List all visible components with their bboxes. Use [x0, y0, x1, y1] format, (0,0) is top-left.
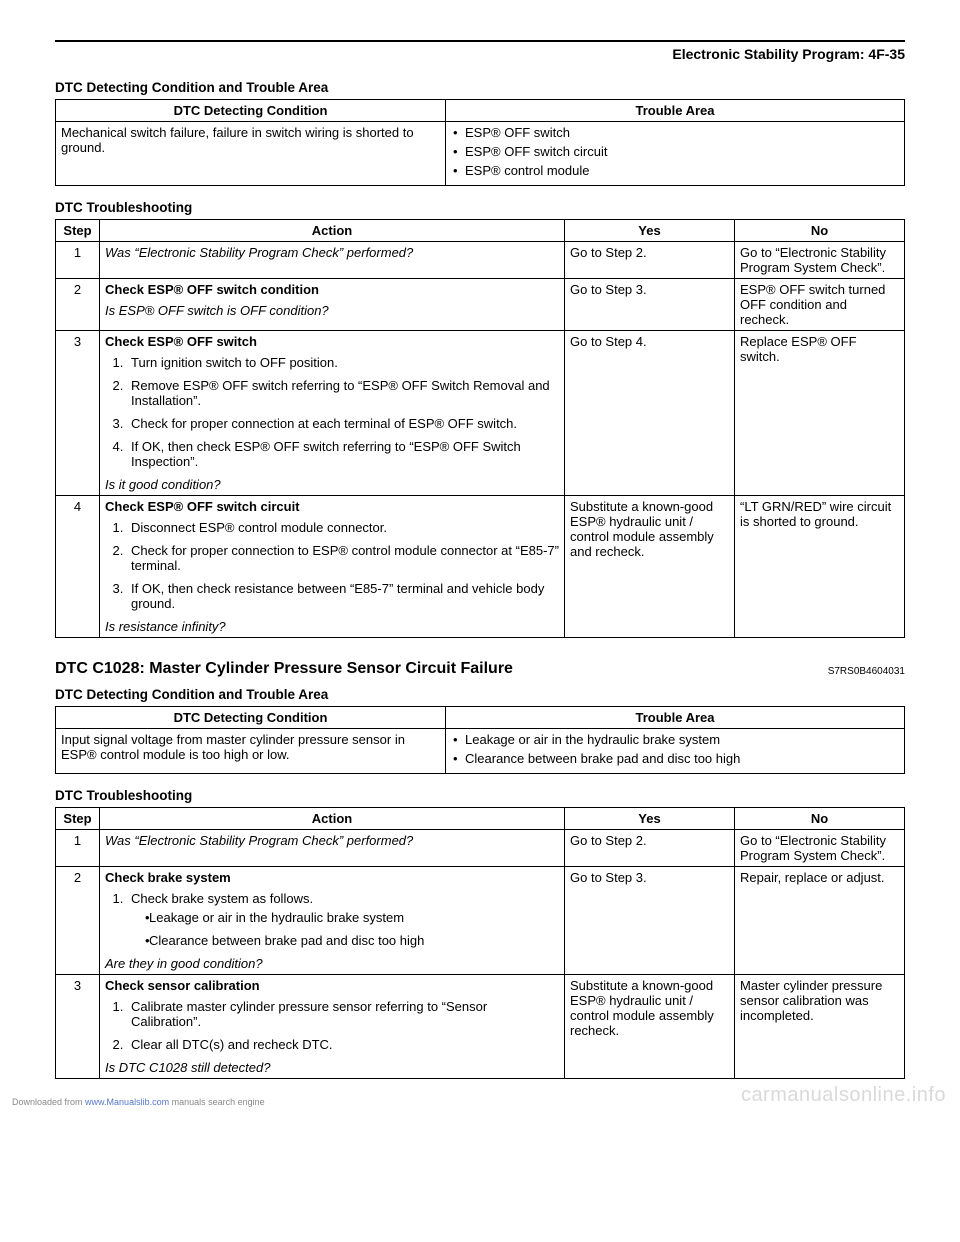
step-cell: 1 — [56, 242, 100, 279]
trouble-item: Leakage or air in the hydraulic brake sy… — [451, 732, 899, 747]
sub-bullet: Leakage or air in the hydraulic brake sy… — [145, 910, 559, 925]
step-cell: 4 — [56, 496, 100, 638]
trouble-item: ESP® control module — [451, 163, 899, 178]
th-no: No — [735, 220, 905, 242]
th-step: Step — [56, 808, 100, 830]
yes-cell: Substitute a known-good ESP® hydraulic u… — [565, 975, 735, 1079]
yes-cell: Substitute a known-good ESP® hydraulic u… — [565, 496, 735, 638]
step-cell: 1 — [56, 830, 100, 867]
th-step: Step — [56, 220, 100, 242]
action-bold: Check brake system — [105, 870, 559, 885]
action-bold: Check sensor calibration — [105, 978, 559, 993]
ts-heading-1: DTC Troubleshooting — [55, 200, 905, 215]
cond-heading-2: DTC Detecting Condition and Trouble Area — [55, 687, 905, 702]
page-header: Electronic Stability Program: 4F-35 — [55, 46, 905, 62]
list-item: Remove ESP® OFF switch referring to “ESP… — [127, 378, 559, 408]
action-cell: Check brake system Check brake system as… — [100, 867, 565, 975]
yes-cell: Go to Step 2. — [565, 830, 735, 867]
action-cell: Check sensor calibration Calibrate maste… — [100, 975, 565, 1079]
cond-text: Input signal voltage from master cylinde… — [56, 729, 446, 774]
th-yes: Yes — [565, 220, 735, 242]
cond-heading-1: DTC Detecting Condition and Trouble Area — [55, 80, 905, 95]
action-cell: Check ESP® OFF switch circuit Disconnect… — [100, 496, 565, 638]
action-bold: Check ESP® OFF switch circuit — [105, 499, 559, 514]
action-italic: Is ESP® OFF switch is OFF condition? — [105, 303, 559, 318]
list-item: If OK, then check ESP® OFF switch referr… — [127, 439, 559, 469]
th-yes: Yes — [565, 808, 735, 830]
sub-bullet: Clearance between brake pad and disc too… — [145, 933, 559, 948]
no-cell: Go to “Electronic Stability Program Syst… — [735, 242, 905, 279]
cond-table-1: DTC Detecting Condition Trouble Area Mec… — [55, 99, 905, 186]
th-cond: DTC Detecting Condition — [56, 100, 446, 122]
action-cell: Was “Electronic Stability Program Check”… — [100, 830, 565, 867]
footer-suffix: manuals search engine — [169, 1097, 265, 1107]
no-cell: Go to “Electronic Stability Program Syst… — [735, 830, 905, 867]
action-bold: Check ESP® OFF switch condition — [105, 282, 559, 297]
no-cell: Replace ESP® OFF switch. — [735, 331, 905, 496]
step-cell: 3 — [56, 331, 100, 496]
th-no: No — [735, 808, 905, 830]
th-cond: DTC Detecting Condition — [56, 707, 446, 729]
step-cell: 2 — [56, 279, 100, 331]
step-cell: 2 — [56, 867, 100, 975]
footer-link[interactable]: www.Manualslib.com — [85, 1097, 169, 1107]
trouble-list: ESP® OFF switch ESP® OFF switch circuit … — [446, 122, 905, 186]
list-item: Check brake system as follows. Leakage o… — [127, 891, 559, 948]
no-cell: ESP® OFF switch turned OFF condition and… — [735, 279, 905, 331]
no-cell: “LT GRN/RED” wire circuit is shorted to … — [735, 496, 905, 638]
th-trouble: Trouble Area — [446, 100, 905, 122]
action-italic: Is it good condition? — [105, 477, 559, 492]
list-item: Check for proper connection to ESP® cont… — [127, 543, 559, 573]
th-action: Action — [100, 808, 565, 830]
no-cell: Repair, replace or adjust. — [735, 867, 905, 975]
list-item: Calibrate master cylinder pressure senso… — [127, 999, 559, 1029]
action-italic: Is resistance infinity? — [105, 619, 559, 634]
no-cell: Master cylinder pressure sensor calibrat… — [735, 975, 905, 1079]
footer: Downloaded from www.Manualslib.com manua… — [12, 1097, 265, 1107]
action-cell: Check ESP® OFF switch condition Is ESP® … — [100, 279, 565, 331]
trouble-item: ESP® OFF switch circuit — [451, 144, 899, 159]
action-italic: Was “Electronic Stability Program Check”… — [105, 833, 413, 848]
trouble-item: Clearance between brake pad and disc too… — [451, 751, 899, 766]
ts-table-2: Step Action Yes No 1 Was “Electronic Sta… — [55, 807, 905, 1079]
watermark: carmanualsonline.info — [741, 1084, 946, 1107]
ts-heading-2: DTC Troubleshooting — [55, 788, 905, 803]
trouble-item: ESP® OFF switch — [451, 125, 899, 140]
yes-cell: Go to Step 4. — [565, 331, 735, 496]
footer-prefix: Downloaded from — [12, 1097, 85, 1107]
action-cell: Check ESP® OFF switch Turn ignition swit… — [100, 331, 565, 496]
action-italic: Are they in good condition? — [105, 956, 559, 971]
pre-text: Check brake system as follows. — [131, 891, 313, 906]
yes-cell: Go to Step 2. — [565, 242, 735, 279]
th-trouble: Trouble Area — [446, 707, 905, 729]
list-item: Turn ignition switch to OFF position. — [127, 355, 559, 370]
ts-table-1: Step Action Yes No 1 Was “Electronic Sta… — [55, 219, 905, 638]
step-cell: 3 — [56, 975, 100, 1079]
yes-cell: Go to Step 3. — [565, 867, 735, 975]
list-item: If OK, then check resistance between “E8… — [127, 581, 559, 611]
action-bold: Check ESP® OFF switch — [105, 334, 559, 349]
list-item: Disconnect ESP® control module connector… — [127, 520, 559, 535]
trouble-list: Leakage or air in the hydraulic brake sy… — [446, 729, 905, 774]
yes-cell: Go to Step 3. — [565, 279, 735, 331]
action-italic: Is DTC C1028 still detected? — [105, 1060, 559, 1075]
action-cell: Was “Electronic Stability Program Check”… — [100, 242, 565, 279]
list-item: Clear all DTC(s) and recheck DTC. — [127, 1037, 559, 1052]
cond-table-2: DTC Detecting Condition Trouble Area Inp… — [55, 706, 905, 774]
cond-text: Mechanical switch failure, failure in sw… — [56, 122, 446, 186]
action-italic: Was “Electronic Stability Program Check”… — [105, 245, 413, 260]
list-item: Check for proper connection at each term… — [127, 416, 559, 431]
th-action: Action — [100, 220, 565, 242]
